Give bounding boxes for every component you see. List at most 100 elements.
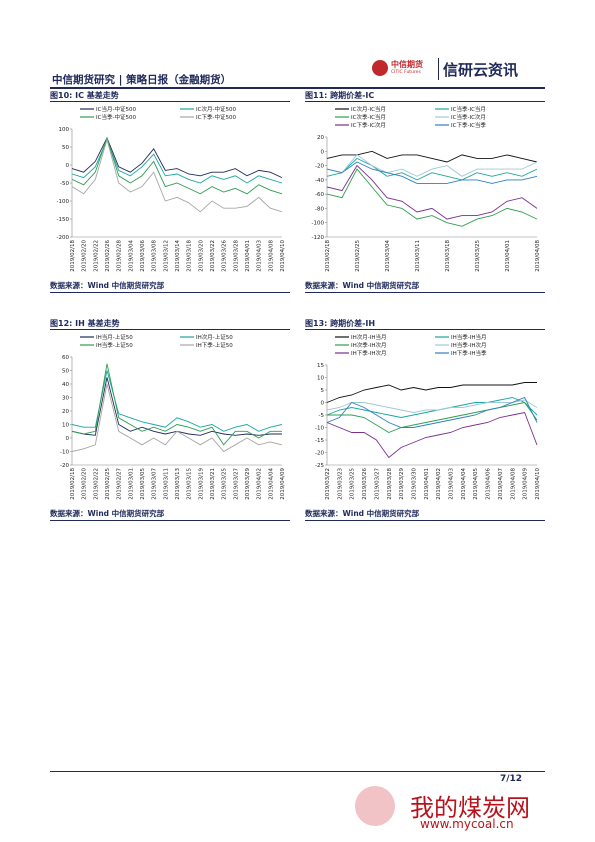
page-number: 7/12 bbox=[500, 774, 523, 784]
x-tick-label: 2019/03/27 bbox=[374, 468, 380, 500]
x-tick-label: 2019/03/27 bbox=[233, 468, 239, 500]
header-rule bbox=[50, 87, 545, 89]
y-tick-label: 0 bbox=[66, 436, 70, 442]
legend-label: IH下季-IH次月 bbox=[351, 349, 387, 357]
x-tick-label: 2019/03/22 bbox=[210, 240, 216, 272]
x-tick-label: 2019/03/11 bbox=[163, 468, 169, 500]
chart-rule bbox=[50, 520, 290, 521]
x-tick-label: 2019/03/12 bbox=[163, 240, 169, 272]
y-tick-label: 0 bbox=[66, 163, 70, 169]
y-tick-label: -25 bbox=[315, 463, 324, 469]
x-tick-label: 2019/03/23 bbox=[337, 468, 343, 500]
x-tick-label: 2019/03/08 bbox=[152, 240, 158, 272]
x-tick-label: 2019/04/08 bbox=[535, 240, 541, 272]
legend-label: IH下季-上证50 bbox=[196, 341, 233, 349]
x-tick-label: 2019/02/18 bbox=[70, 240, 76, 272]
x-tick-label: 2019/03/05 bbox=[140, 468, 146, 500]
series-line bbox=[326, 397, 538, 418]
y-tick-label: 50 bbox=[62, 369, 69, 375]
chart-rule bbox=[305, 329, 545, 330]
y-tick-label: -50 bbox=[60, 181, 69, 187]
x-tick-label: 2019/04/02 bbox=[257, 468, 263, 500]
y-tick-label: -20 bbox=[315, 164, 324, 170]
series-line bbox=[326, 164, 538, 220]
legend-label: IC下季-IC当季 bbox=[451, 121, 486, 129]
chart-title: 图12: IH 基差走势 bbox=[50, 319, 120, 328]
y-tick-label: -5 bbox=[319, 413, 325, 419]
chart: IC当月-中证500 IC次月-中证500 IC当季-中证500 IC下季-中证500… bbox=[57, 105, 286, 272]
x-tick-label: 2019/03/18 bbox=[187, 240, 193, 272]
legend-label: IH当季-上证50 bbox=[96, 341, 133, 349]
series-line bbox=[326, 382, 537, 403]
chart-rule bbox=[305, 520, 545, 521]
x-tick-label: 2019/02/18 bbox=[70, 468, 76, 500]
chart-rule bbox=[50, 101, 290, 102]
x-tick-label: 2019/03/22 bbox=[325, 468, 331, 500]
legend-label: IC当季-IC次月 bbox=[451, 113, 486, 121]
x-tick-label: 2019/04/04 bbox=[461, 468, 467, 500]
series-line bbox=[71, 383, 283, 453]
x-tick-label: 2019/04/08 bbox=[268, 240, 274, 272]
legend-label: IC当月-中证500 bbox=[96, 105, 136, 113]
x-tick-label: 2019/04/06 bbox=[486, 468, 492, 500]
y-tick-label: 50 bbox=[62, 145, 69, 151]
logo-en: CITIC Futures bbox=[391, 70, 421, 75]
series-line bbox=[71, 138, 283, 213]
x-tick-label: 2019/04/03 bbox=[449, 468, 455, 500]
footer-rule bbox=[50, 771, 545, 772]
series-line bbox=[71, 138, 283, 184]
legend-label: IC下季-中证500 bbox=[196, 113, 236, 121]
series-line bbox=[326, 157, 538, 181]
y-tick-label: 100 bbox=[59, 127, 70, 133]
x-tick-label: 2019/03/26 bbox=[362, 468, 368, 500]
x-tick-label: 2019/04/01 bbox=[245, 240, 251, 272]
x-tick-label: 2019/04/09 bbox=[523, 468, 529, 500]
logo-icon bbox=[372, 60, 388, 76]
brand: 信研云资讯 bbox=[443, 61, 519, 79]
y-tick-label: 5 bbox=[321, 388, 325, 394]
y-tick-label: -10 bbox=[315, 426, 324, 432]
chart: IH当月-上证50 IH次月-上证50 IH当季-上证50 IH下季-上证50 -20 -… bbox=[60, 333, 286, 500]
x-tick-label: 2019/03/04 bbox=[128, 240, 134, 272]
divider bbox=[438, 58, 439, 80]
legend-label: IH当季-IH次月 bbox=[451, 341, 487, 349]
x-tick-label: 2019/03/29 bbox=[399, 468, 405, 500]
y-tick-label: 40 bbox=[62, 382, 69, 388]
x-tick-label: 2019/04/07 bbox=[498, 468, 504, 500]
x-tick-label: 2019/02/22 bbox=[93, 240, 99, 272]
watermark-url: www.mycoal.cn bbox=[420, 817, 514, 831]
legend-label: IH当月-上证50 bbox=[96, 333, 133, 341]
x-tick-label: 2019/04/10 bbox=[280, 240, 286, 272]
source: 数据来源：Wind 中信期货研究部 bbox=[50, 281, 165, 290]
x-tick-label: 2019/04/08 bbox=[510, 468, 516, 500]
y-tick-label: -40 bbox=[315, 178, 324, 184]
y-tick-label: 0 bbox=[321, 401, 325, 407]
legend-label: IC当季-IC当月 bbox=[451, 105, 486, 113]
chart-title: 图11: 跨期价差-IC bbox=[305, 91, 375, 100]
series-line bbox=[326, 396, 538, 428]
y-tick-label: 20 bbox=[62, 409, 69, 415]
series-line bbox=[326, 399, 538, 413]
legend-label: IC次月-中证500 bbox=[196, 105, 236, 113]
y-tick-label: 20 bbox=[317, 135, 324, 141]
y-tick-label: 10 bbox=[317, 376, 324, 382]
x-tick-label: 2019/02/28 bbox=[117, 240, 123, 272]
legend-label: IH当季-IH当月 bbox=[451, 333, 487, 341]
source: 数据来源：Wind 中信期货研究部 bbox=[305, 509, 420, 518]
series-line bbox=[326, 150, 538, 163]
x-tick-label: 2019/03/07 bbox=[152, 468, 158, 500]
y-tick-label: 60 bbox=[62, 355, 69, 361]
x-tick-label: 2019/02/20 bbox=[82, 240, 88, 272]
source: 数据来源：Wind 中信期货研究部 bbox=[50, 509, 165, 518]
x-tick-label: 2019/03/21 bbox=[210, 468, 216, 500]
x-tick-label: 2019/03/11 bbox=[415, 240, 421, 272]
series-line bbox=[71, 136, 283, 195]
x-tick-label: 2019/03/06 bbox=[140, 240, 146, 272]
watermark-icon bbox=[355, 786, 395, 826]
x-tick-label: 2019/04/02 bbox=[436, 468, 442, 500]
legend-label: IC次季-IC当月 bbox=[351, 113, 386, 121]
chart-rule bbox=[305, 101, 545, 102]
x-tick-label: 2019/02/26 bbox=[105, 240, 111, 272]
